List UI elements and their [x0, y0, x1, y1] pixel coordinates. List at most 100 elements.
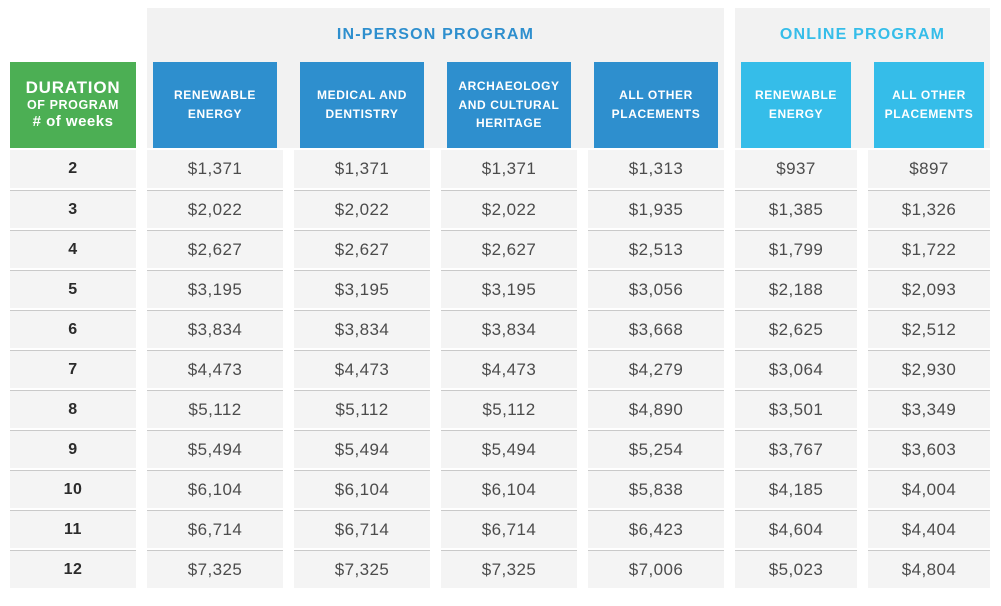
price-cell-inperson-archaeology: $7,325 [441, 550, 577, 588]
price-cell-inperson-medical-dentistry: $3,195 [294, 270, 430, 308]
price-cell-inperson-renewable-energy: $2,022 [147, 190, 283, 228]
col-header-renewable-energy-online: RENEWABLE ENERGY [735, 62, 857, 148]
price-cell-inperson-all-other: $3,668 [588, 310, 724, 348]
price-cell-inperson-renewable-energy: $6,714 [147, 510, 283, 548]
price-cell-inperson-renewable-energy: $2,627 [147, 230, 283, 268]
price-cell-inperson-archaeology: $6,714 [441, 510, 577, 548]
duration-header: DURATION OF PROGRAM # of weeks [10, 62, 136, 148]
price-cell-online-renewable-energy: $1,799 [735, 230, 857, 268]
price-cell-inperson-renewable-energy: $3,834 [147, 310, 283, 348]
price-cell-online-all-other: $4,804 [868, 550, 990, 588]
price-cell-inperson-all-other: $6,423 [588, 510, 724, 548]
week-cell: 2 [10, 150, 136, 188]
price-cell-online-renewable-energy: $4,185 [735, 470, 857, 508]
duration-header-slot: DURATION OF PROGRAM # of weeks [10, 62, 136, 148]
table-header: IN-PERSON PROGRAM ONLINE PROGRAM DURATIO… [10, 8, 990, 148]
price-cell-inperson-all-other: $3,056 [588, 270, 724, 308]
price-cell-online-renewable-energy: $937 [735, 150, 857, 188]
online-program-title: ONLINE PROGRAM [779, 26, 946, 43]
price-cell-inperson-archaeology: $3,834 [441, 310, 577, 348]
week-cell: 7 [10, 350, 136, 388]
table-row: 3 $2,022 $2,022 $2,022 $1,935 $1,385 $1,… [10, 188, 990, 228]
week-cell: 4 [10, 230, 136, 268]
price-cell-inperson-archaeology: $4,473 [441, 350, 577, 388]
table-row: 2 $1,371 $1,371 $1,371 $1,313 $937 $897 [10, 148, 990, 188]
price-cell-inperson-archaeology: $6,104 [441, 470, 577, 508]
price-cell-inperson-renewable-energy: $5,112 [147, 390, 283, 428]
price-cell-inperson-all-other: $2,513 [588, 230, 724, 268]
price-cell-inperson-all-other: $5,254 [588, 430, 724, 468]
price-cell-inperson-renewable-energy: $1,371 [147, 150, 283, 188]
price-cell-online-all-other: $3,349 [868, 390, 990, 428]
week-cell: 12 [10, 550, 136, 588]
table-row: 4 $2,627 $2,627 $2,627 $2,513 $1,799 $1,… [10, 228, 990, 268]
column-header-row: DURATION OF PROGRAM # of weeks RENEWABLE… [10, 62, 990, 148]
price-cell-inperson-all-other: $4,279 [588, 350, 724, 388]
price-cell-online-all-other: $1,722 [868, 230, 990, 268]
price-cell-inperson-all-other: $4,890 [588, 390, 724, 428]
week-cell: 10 [10, 470, 136, 508]
price-cell-online-all-other: $4,404 [868, 510, 990, 548]
price-cell-inperson-all-other: $1,935 [588, 190, 724, 228]
price-cell-online-all-other: $3,603 [868, 430, 990, 468]
price-cell-online-renewable-energy: $3,501 [735, 390, 857, 428]
price-cell-inperson-all-other: $1,313 [588, 150, 724, 188]
price-cell-online-renewable-energy: $5,023 [735, 550, 857, 588]
duration-line-1: DURATION [25, 78, 121, 98]
price-cell-online-renewable-energy: $3,064 [735, 350, 857, 388]
price-cell-online-all-other: $2,093 [868, 270, 990, 308]
week-cell: 9 [10, 430, 136, 468]
price-cell-online-all-other: $1,326 [868, 190, 990, 228]
price-cell-online-all-other: $897 [868, 150, 990, 188]
col-header-renewable-energy: RENEWABLE ENERGY [147, 62, 283, 148]
table-row: 5 $3,195 $3,195 $3,195 $3,056 $2,188 $2,… [10, 268, 990, 308]
col-header-all-other-placements-online: ALL OTHER PLACEMENTS [868, 62, 990, 148]
price-cell-inperson-renewable-energy: $3,195 [147, 270, 283, 308]
price-cell-inperson-all-other: $7,006 [588, 550, 724, 588]
price-cell-inperson-archaeology: $5,494 [441, 430, 577, 468]
price-cell-online-renewable-energy: $1,385 [735, 190, 857, 228]
in-person-program-title: IN-PERSON PROGRAM [336, 26, 535, 43]
price-cell-inperson-renewable-energy: $5,494 [147, 430, 283, 468]
col-header-medical-dentistry: MEDICAL AND DENTISTRY [294, 62, 430, 148]
price-cell-inperson-archaeology: $3,195 [441, 270, 577, 308]
price-cell-online-all-other: $2,512 [868, 310, 990, 348]
week-cell: 11 [10, 510, 136, 548]
duration-line-3: # of weeks [32, 112, 114, 130]
price-cell-online-renewable-energy: $4,604 [735, 510, 857, 548]
price-cell-online-all-other: $4,004 [868, 470, 990, 508]
table-row: 7 $4,473 $4,473 $4,473 $4,279 $3,064 $2,… [10, 348, 990, 388]
week-cell: 3 [10, 190, 136, 228]
price-cell-inperson-medical-dentistry: $2,022 [294, 190, 430, 228]
price-cell-inperson-medical-dentistry: $3,834 [294, 310, 430, 348]
price-cell-inperson-all-other: $5,838 [588, 470, 724, 508]
duration-line-2: OF PROGRAM [26, 97, 120, 112]
price-cell-inperson-medical-dentistry: $6,714 [294, 510, 430, 548]
price-cell-inperson-medical-dentistry: $6,104 [294, 470, 430, 508]
price-cell-inperson-medical-dentistry: $5,112 [294, 390, 430, 428]
price-cell-inperson-medical-dentistry: $2,627 [294, 230, 430, 268]
price-cell-online-renewable-energy: $2,625 [735, 310, 857, 348]
col-header-all-other-placements-inperson: ALL OTHER PLACEMENTS [588, 62, 724, 148]
price-cell-inperson-archaeology: $2,022 [441, 190, 577, 228]
price-cell-online-renewable-energy: $3,767 [735, 430, 857, 468]
table-row: 9 $5,494 $5,494 $5,494 $5,254 $3,767 $3,… [10, 428, 990, 468]
week-cell: 8 [10, 390, 136, 428]
price-cell-inperson-medical-dentistry: $7,325 [294, 550, 430, 588]
price-cell-online-renewable-energy: $2,188 [735, 270, 857, 308]
price-cell-inperson-medical-dentistry: $4,473 [294, 350, 430, 388]
col-header-archaeology-cultural-heritage: ARCHAEOLOGY AND CULTURAL HERITAGE [441, 62, 577, 148]
price-cell-inperson-medical-dentistry: $5,494 [294, 430, 430, 468]
week-cell: 5 [10, 270, 136, 308]
price-cell-inperson-medical-dentistry: $1,371 [294, 150, 430, 188]
price-cell-inperson-renewable-energy: $7,325 [147, 550, 283, 588]
price-cell-inperson-archaeology: $2,627 [441, 230, 577, 268]
price-cell-inperson-archaeology: $5,112 [441, 390, 577, 428]
price-cell-inperson-renewable-energy: $4,473 [147, 350, 283, 388]
price-cell-online-all-other: $2,930 [868, 350, 990, 388]
table-row: 12 $7,325 $7,325 $7,325 $7,006 $5,023 $4… [10, 548, 990, 588]
table-row: 11 $6,714 $6,714 $6,714 $6,423 $4,604 $4… [10, 508, 990, 548]
table-row: 10 $6,104 $6,104 $6,104 $5,838 $4,185 $4… [10, 468, 990, 508]
price-cell-inperson-renewable-energy: $6,104 [147, 470, 283, 508]
